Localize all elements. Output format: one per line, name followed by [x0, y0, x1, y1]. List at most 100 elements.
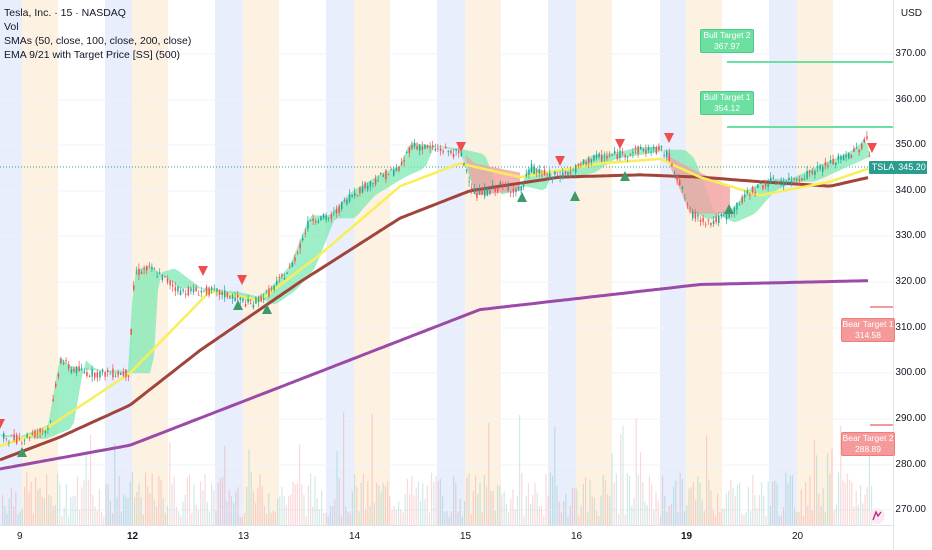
- session-band: [22, 0, 58, 525]
- volume-bar: [642, 482, 644, 525]
- candle-body: [546, 174, 548, 176]
- volume-bar: [613, 482, 615, 525]
- volume-bar: [450, 511, 452, 525]
- candle-body: [42, 430, 44, 432]
- volume-bar: [189, 474, 191, 525]
- candle-body: [463, 162, 465, 166]
- volume-bar: [197, 509, 199, 525]
- volume-bar: [239, 516, 241, 525]
- volume-bar: [750, 511, 752, 525]
- volume-bar: [316, 498, 318, 525]
- candle-body: [343, 199, 346, 201]
- candle-body: [356, 195, 359, 197]
- volume-bar: [699, 482, 701, 525]
- session-band: [548, 0, 576, 525]
- volume-bar: [296, 482, 298, 525]
- volume-bar: [382, 483, 384, 525]
- volume-bar: [477, 494, 479, 525]
- candle-body: [390, 168, 392, 170]
- candle-body: [44, 430, 47, 434]
- volume-bar: [490, 490, 492, 525]
- volume-bar: [116, 497, 118, 525]
- candle-body: [491, 185, 494, 187]
- volume-bar: [109, 500, 111, 525]
- candle-body: [179, 290, 182, 296]
- volume-bar: [140, 497, 142, 525]
- candle-body: [416, 146, 418, 150]
- candle-body: [702, 217, 704, 222]
- candle-body: [725, 212, 728, 220]
- sma-indicator-label[interactable]: SMAs (50, close, 100, close, 200, close): [4, 35, 192, 47]
- candle-body: [21, 442, 23, 444]
- candle-body: [647, 147, 650, 151]
- volume-bar: [580, 505, 582, 525]
- candle-body: [770, 177, 772, 183]
- volume-bar: [842, 480, 844, 525]
- volume-bar: [301, 484, 303, 525]
- volume-bar: [446, 510, 448, 525]
- sell-arrow-icon: [198, 266, 208, 276]
- volume-bar: [61, 515, 63, 525]
- volume-bar: [644, 501, 646, 525]
- ema-indicator-label[interactable]: EMA 9/21 with Target Price [SS] (500): [4, 49, 181, 61]
- volume-bar: [378, 485, 380, 525]
- volume-bar: [244, 513, 246, 525]
- volume-indicator-label[interactable]: Vol: [4, 21, 19, 33]
- volume-bar: [171, 483, 173, 525]
- tradingview-logo-icon: [869, 508, 885, 524]
- symbol-title[interactable]: Tesla, Inc. · 15 · NASDAQ: [4, 7, 126, 19]
- candle-body: [289, 266, 291, 268]
- candle-body: [203, 290, 205, 292]
- candle-body: [452, 154, 455, 158]
- candle-body: [447, 150, 450, 153]
- candle-body: [723, 214, 725, 216]
- currency-label[interactable]: USD: [900, 8, 922, 19]
- candle-body: [208, 287, 210, 296]
- volume-bar: [35, 477, 37, 525]
- candle-body: [75, 366, 78, 374]
- session-band: [660, 0, 686, 525]
- candle-body: [559, 176, 561, 178]
- session-band: [465, 0, 501, 525]
- candle-body: [96, 372, 99, 378]
- volume-bar: [558, 501, 560, 525]
- candle-body: [749, 194, 751, 196]
- volume-bar: [74, 495, 76, 525]
- volume-bar: [222, 477, 224, 525]
- volume-bar: [325, 512, 327, 525]
- volume-bar: [393, 506, 395, 525]
- volume-bar: [39, 487, 41, 525]
- volume-bar: [545, 473, 547, 525]
- candle-body: [224, 290, 226, 298]
- candle-body: [49, 420, 52, 422]
- candle-body: [57, 373, 60, 377]
- candle-body: [676, 175, 678, 180]
- volume-bar: [569, 505, 571, 525]
- candle-body: [200, 290, 203, 293]
- volume-bar: [512, 488, 514, 525]
- candle-body: [398, 166, 400, 171]
- volume-bar: [785, 472, 787, 525]
- volume-bar: [167, 505, 169, 525]
- candle-body: [465, 169, 468, 171]
- candle-body: [377, 180, 379, 182]
- volume-bar: [637, 474, 639, 525]
- candle-body: [34, 430, 36, 437]
- candle-body: [135, 271, 138, 273]
- candle-body: [55, 383, 57, 387]
- volume-bar: [288, 496, 290, 525]
- volume-bar: [266, 514, 268, 525]
- candle-body: [806, 170, 808, 179]
- volume-bar: [402, 512, 404, 525]
- candle-body: [694, 212, 697, 219]
- volume-bar: [98, 488, 100, 525]
- candle-body: [866, 136, 868, 140]
- price-tick-label: 300.00: [895, 367, 926, 378]
- volume-bar: [818, 493, 820, 525]
- volume-bar: [169, 442, 171, 525]
- volume-bar: [622, 425, 624, 525]
- candle-body: [104, 371, 106, 377]
- candle-body: [65, 359, 67, 361]
- volume-bar: [303, 494, 305, 525]
